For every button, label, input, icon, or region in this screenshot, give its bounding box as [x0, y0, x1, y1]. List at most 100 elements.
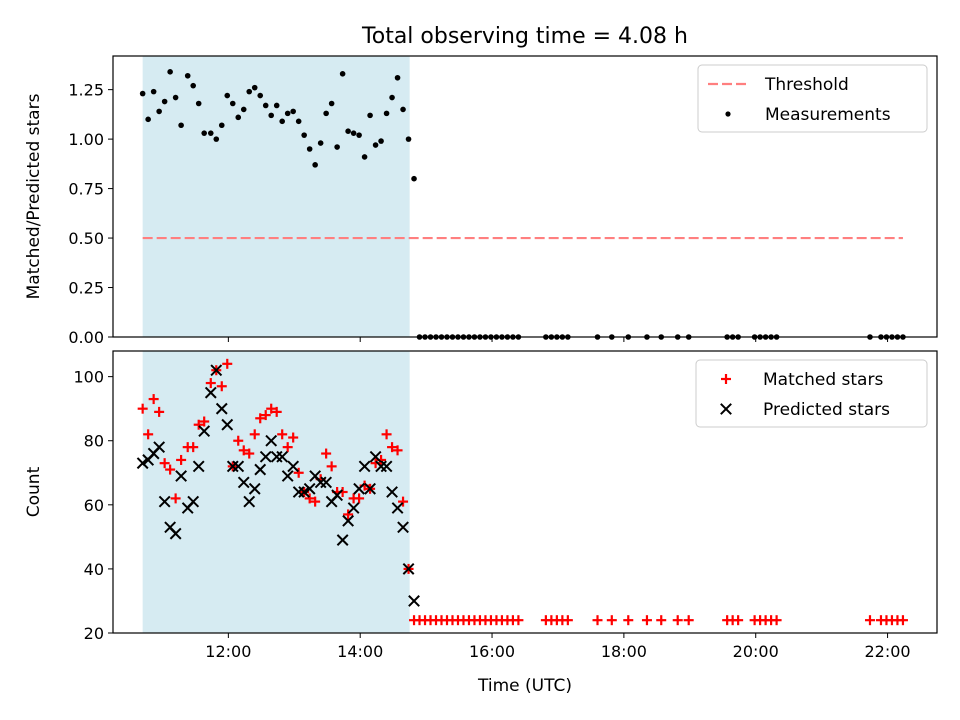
predicted-star-point [243, 495, 256, 508]
predicted-star-point [298, 486, 311, 498]
y-tick-label: 0.50 [68, 229, 104, 248]
measurement-point [378, 138, 384, 144]
measurement-point [295, 118, 302, 125]
matched-star-point [623, 615, 634, 626]
measurement-point [145, 116, 151, 123]
measurement-point [213, 136, 220, 142]
measurement-point [389, 94, 395, 101]
matched-star-point [683, 615, 694, 626]
predicted-star-point [210, 364, 223, 377]
measurement-point [178, 122, 184, 129]
top-shaded-interval [142, 56, 410, 337]
measurement-point [334, 144, 340, 150]
matched-star-point [733, 615, 744, 626]
measurement-point [224, 92, 231, 99]
predicted-star-point [314, 476, 327, 489]
matched-star-point [260, 410, 271, 421]
top-y-axis: 0.00 0.25 0.50 0.75 1.00 1.25 [68, 81, 113, 347]
measurement-point [372, 142, 379, 148]
predicted-star-point [320, 476, 333, 489]
measurement-point [394, 74, 401, 81]
matched-star-point [864, 615, 875, 626]
measurement-point [279, 118, 285, 125]
matched-star-point [159, 458, 170, 469]
top-x-ticks [227, 337, 889, 342]
predicted-star-point [232, 460, 245, 473]
x-tick-label: 22:00 [865, 642, 911, 661]
measurement-point [184, 72, 191, 79]
measurement-point [306, 146, 313, 152]
legend-matched-swatch [721, 374, 731, 384]
matched-star-point [137, 403, 148, 414]
matched-star-point [238, 445, 249, 456]
matched-star-point [343, 509, 354, 520]
measurement-point [400, 106, 406, 113]
measurement-point [172, 94, 179, 101]
measurement-point [207, 130, 214, 136]
bottom-legend: Matched stars Predicted stars [695, 359, 928, 428]
predicted-star-point [369, 450, 382, 463]
predicted-star-point [408, 595, 420, 607]
predicted-star-point [175, 470, 188, 482]
measurement-point [290, 108, 296, 115]
measurement-point [284, 110, 291, 117]
matched-star-point [222, 358, 233, 369]
x-tick-label: 20:00 [733, 642, 779, 661]
measurement-point [257, 92, 264, 99]
measurement-point [240, 106, 247, 113]
matched-star-point [249, 429, 260, 440]
matched-star-point [387, 442, 398, 453]
matched-star-point [304, 493, 315, 504]
predicted-star-point [259, 450, 272, 463]
measurement-point [323, 110, 329, 117]
matched-star-point [271, 406, 282, 417]
legend-predicted-label: Predicted stars [763, 400, 890, 420]
predicted-star-point [248, 482, 261, 495]
predicted-star-point [342, 514, 355, 527]
measurement-point [235, 114, 242, 121]
predicted-star-point [358, 460, 371, 473]
predicted-star-point [402, 563, 415, 575]
bottom-panel: 20 40 60 80 100 12:00 14:00 16:00 18:00 20:00 22:… [24, 350, 938, 696]
matched-star-point [641, 615, 652, 626]
matched-star-point [154, 406, 165, 417]
y-tick-label: 100 [73, 368, 104, 387]
measurement-point [229, 100, 236, 107]
y-tick-label: 40 [84, 560, 104, 579]
matched-star-point [897, 615, 908, 626]
matched-star-point [513, 615, 524, 626]
measurement-point [156, 108, 162, 115]
predicted-star-point [198, 425, 211, 438]
bottom-x-axis: 12:00 14:00 16:00 18:00 20:00 22:00 [205, 633, 911, 661]
bottom-y-axis-label: Count [24, 466, 44, 517]
top-panel: 0.00 0.25 0.50 0.75 1.00 1.25 Matched/Predict… [24, 55, 938, 347]
measurement-point [268, 112, 275, 119]
predicted-star-point [254, 463, 267, 476]
measurement-point [201, 130, 207, 136]
predicted-star-point [226, 460, 239, 473]
matched-star-point [148, 394, 159, 405]
measurement-point [312, 162, 318, 168]
matched-star-point [771, 615, 782, 626]
predicted-star-point [380, 460, 393, 473]
predicted-star-point [158, 495, 171, 508]
predicted-star-point [303, 482, 316, 495]
x-tick-label: 16:00 [469, 642, 515, 661]
bottom-plot-frame [112, 350, 938, 634]
top-legend-box [697, 64, 928, 133]
matched-star-point [199, 416, 210, 427]
measurement-point [195, 100, 202, 107]
predicted-star-point [204, 386, 217, 399]
y-tick-label: 20 [84, 624, 104, 643]
y-tick-label: 80 [84, 432, 104, 451]
matched-star-point [398, 496, 409, 507]
predicted-star-point [192, 460, 205, 473]
y-tick-label: 60 [84, 496, 104, 515]
predicted-star-point [336, 534, 349, 546]
predicted-star-point [331, 489, 344, 502]
predicted-star-point [215, 402, 228, 415]
measurement-point [161, 98, 168, 105]
bottom-x-axis-label: Time (UTC) [477, 676, 572, 696]
matched-star-point [143, 429, 154, 440]
predicted-star-point [169, 527, 182, 540]
